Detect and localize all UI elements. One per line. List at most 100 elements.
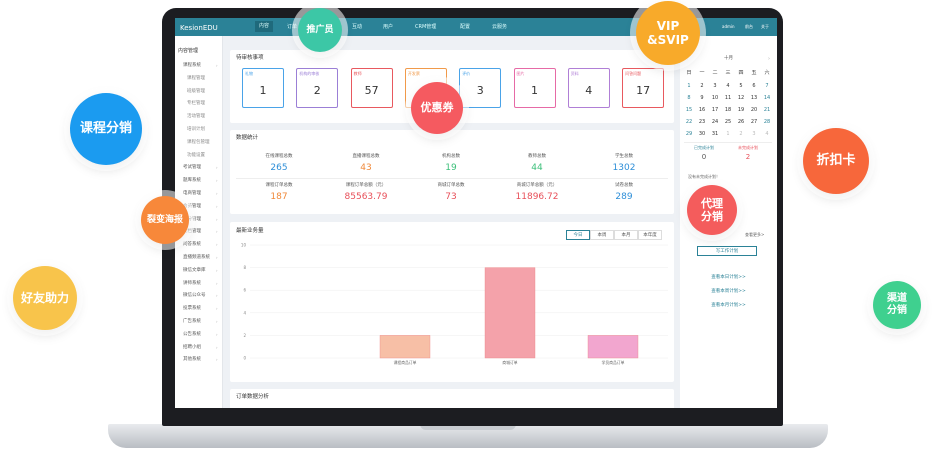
pending-card[interactable] — [459, 68, 502, 108]
sidebar-item[interactable]: 电商管理 — [183, 191, 201, 196]
pending-card[interactable] — [350, 68, 393, 108]
pending-card[interactable] — [296, 68, 339, 108]
calendar-day[interactable]: 3 — [752, 131, 756, 137]
sidebar-item[interactable]: 积分管理 — [183, 216, 201, 222]
sidebar-subitem[interactable]: 专栏管理 — [187, 101, 205, 107]
sidebar-subitem[interactable]: 活动管理 — [187, 114, 205, 120]
sidebar-subitem[interactable]: 功能设置 — [187, 152, 205, 158]
calendar-day[interactable]: 9 — [700, 95, 704, 101]
sidebar-item[interactable]: 招聘小组 — [183, 344, 201, 350]
sidebar-item[interactable]: 微信文章库 — [183, 267, 206, 273]
nav-item[interactable]: 配置 — [460, 24, 471, 30]
sidebar-item[interactable]: 投票系统 — [183, 306, 201, 312]
chart-tab[interactable]: 本月 — [614, 230, 638, 240]
stat-label: 商城订单总额（元） — [516, 183, 558, 188]
header-link[interactable]: 关于 — [761, 24, 769, 29]
plan-link[interactable]: 查看本周计划>> — [711, 289, 746, 294]
calendar-day[interactable]: 21 — [763, 107, 771, 113]
calendar-day[interactable]: 14 — [763, 95, 771, 101]
sidebar-subitem[interactable]: 班级管理 — [187, 88, 205, 94]
calendar-day[interactable]: 24 — [711, 119, 719, 125]
calendar-day[interactable]: 1 — [687, 83, 691, 89]
calendar-day[interactable]: 19 — [737, 107, 745, 113]
calendar-day[interactable]: 31 — [711, 131, 719, 137]
chart-tab[interactable]: 本年度 — [638, 230, 662, 240]
calendar-prev: ‹ — [686, 56, 688, 62]
calendar-day[interactable]: 3 — [713, 83, 717, 89]
sidebar-item[interactable]: 公告系统 — [183, 331, 201, 337]
chart-tab[interactable]: 本周 — [590, 230, 614, 240]
calendar-day[interactable]: 11 — [724, 95, 732, 101]
sidebar-item[interactable]: 考试管理 — [183, 165, 201, 171]
calendar-day[interactable]: 8 — [687, 95, 691, 101]
pending-card[interactable] — [513, 68, 556, 108]
calendar-day[interactable]: 28 — [763, 119, 771, 125]
calendar-day[interactable]: 16 — [698, 107, 706, 113]
pending-label: 资料 — [570, 71, 579, 76]
nav-item[interactable]: 互动 — [352, 24, 363, 30]
calendar-day[interactable]: 12 — [737, 95, 745, 101]
sidebar-item[interactable]: 问答系统 — [183, 242, 201, 248]
calendar-day[interactable]: 10 — [711, 95, 719, 101]
pending-value: 1 — [531, 84, 538, 97]
sidebar-caret: › — [216, 203, 218, 209]
calendar-day[interactable]: 29 — [685, 131, 693, 137]
sidebar-subitem[interactable]: 课程管理 — [187, 75, 205, 81]
sidebar-item[interactable]: 会员管理 — [183, 203, 201, 209]
calendar-day[interactable]: 27 — [750, 119, 758, 125]
more-link[interactable]: 查看更多> — [745, 232, 765, 237]
sidebar-item[interactable]: 课程系统 — [183, 63, 201, 68]
pending-card[interactable] — [622, 68, 665, 108]
user-name[interactable]: admin — [722, 24, 735, 29]
y-tick-label: 8 — [243, 265, 246, 270]
plan-button[interactable]: 写工作计划 — [697, 246, 757, 256]
y-tick-label: 4 — [243, 310, 246, 315]
pending-value: 3 — [476, 84, 484, 97]
sidebar-item[interactable]: 文档管理 — [183, 229, 201, 235]
nav-item[interactable]: 内容 — [255, 21, 274, 32]
calendar-day[interactable]: 22 — [685, 119, 693, 125]
calendar-day[interactable]: 18 — [724, 107, 732, 113]
calendar-day[interactable]: 13 — [750, 95, 758, 101]
sidebar-item[interactable]: 广告系统 — [183, 319, 201, 324]
calendar-day[interactable]: 6 — [752, 83, 756, 89]
stat-label: 试卷总数 — [615, 183, 633, 188]
calendar-day[interactable]: 25 — [724, 119, 732, 125]
calendar-day[interactable]: 20 — [750, 107, 758, 113]
calendar-day[interactable]: 26 — [737, 119, 745, 125]
nav-item[interactable]: CRM管理 — [415, 24, 437, 30]
plan-link[interactable]: 查看本月计划>> — [711, 303, 746, 308]
stat-label: 商城订单总数 — [437, 183, 465, 188]
calendar-day[interactable]: 1 — [726, 131, 730, 137]
stat-value: 85563.79 — [344, 192, 388, 202]
nav-item[interactable]: 云服务 — [492, 24, 508, 30]
sidebar-item[interactable]: 讲师系统 — [183, 280, 201, 286]
calendar-day[interactable]: 7 — [765, 83, 769, 89]
sidebar-item[interactable]: 题库系统 — [183, 178, 201, 184]
sidebar-item[interactable]: 其他系统 — [183, 357, 201, 363]
sidebar-item[interactable]: 直播频道系统 — [183, 255, 210, 260]
nav-item[interactable]: 用户 — [383, 24, 394, 30]
calendar-day[interactable]: 30 — [698, 131, 706, 137]
pending-card[interactable] — [567, 68, 610, 108]
chart-tab[interactable]: 今日 — [566, 230, 590, 240]
calendar-day[interactable]: 5 — [739, 83, 743, 89]
stat-value: 187 — [270, 192, 288, 202]
sidebar-item[interactable]: 微信公众号 — [183, 293, 206, 299]
calendar-day[interactable]: 2 — [739, 131, 743, 137]
pending-value: 2 — [313, 84, 321, 97]
calendar-day[interactable]: 4 — [765, 131, 769, 137]
plan-link[interactable]: 查看本日计划>> — [711, 275, 746, 280]
calendar-day[interactable]: 17 — [711, 107, 719, 113]
sidebar-subitem[interactable]: 课程包管理 — [187, 139, 210, 145]
sidebar-subitem[interactable]: 培训计划 — [187, 127, 205, 132]
sidebar-caret: › — [216, 63, 218, 68]
calendar-day[interactable]: 23 — [698, 119, 706, 125]
pending-card[interactable] — [242, 68, 284, 108]
nav-item[interactable]: 订单 — [287, 24, 298, 30]
calendar-day[interactable]: 2 — [700, 83, 704, 89]
calendar-day[interactable]: 4 — [726, 83, 730, 89]
header-link[interactable]: 前台 — [745, 24, 753, 29]
calendar-day[interactable]: 15 — [685, 107, 693, 113]
